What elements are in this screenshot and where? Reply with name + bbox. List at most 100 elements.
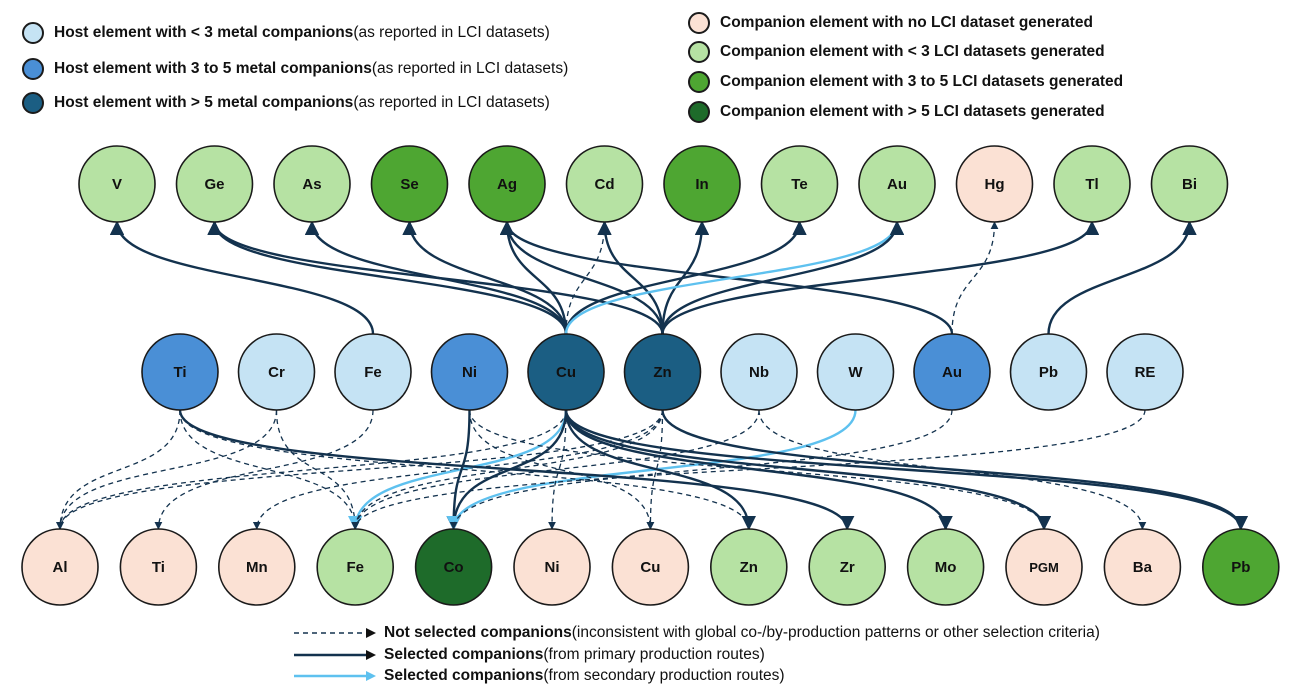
legend-companion-label: Companion element with > 5 LCI datasets … [720, 103, 1105, 120]
node-circle [141, 333, 219, 411]
top-companion-node-v: V [78, 145, 156, 223]
node-circle [414, 528, 493, 606]
bottom-companion-node-pgm: PGM [1005, 528, 1083, 606]
bottom-companion-node-pb: Pb [1202, 528, 1280, 606]
bottom-companion-node-zn: Zn [709, 528, 788, 606]
node-label: Ti [152, 559, 165, 576]
node-circle [906, 528, 985, 606]
node-circle [78, 145, 156, 223]
node-circle [217, 528, 296, 606]
edge-m-Cu-to-b-Zn [564, 409, 756, 531]
node-circle [760, 145, 839, 223]
edge-m-Zn-to-b-Al [56, 409, 664, 530]
bottom-companion-node-zr: Zr [808, 528, 887, 606]
top-companion-node-ag: Ag [468, 145, 546, 223]
edge-m-Cu-to-t-Cd [565, 221, 609, 335]
top-companion-node-se: Se [370, 145, 449, 223]
edge-m-Cu-to-t-As [304, 220, 568, 335]
legend-companion-item: Companion element with > 5 LCI datasets … [688, 101, 1105, 123]
node-label: Au [942, 364, 962, 381]
legend-companion-label: Companion element with 3 to 5 LCI datase… [720, 73, 1124, 90]
node-circle [237, 333, 316, 411]
node-label: Zr [840, 559, 855, 576]
edges-layer [56, 220, 1248, 531]
top-companion-node-hg: Hg [955, 145, 1034, 223]
top-companion-node-in: In [663, 145, 741, 223]
node-circle [175, 145, 254, 223]
host-node-ni: Ni [430, 333, 509, 411]
legend-host-item: Host element with > 5 metal companions (… [22, 92, 550, 114]
node-label: Se [400, 176, 418, 193]
edge-m-Au-to-t-Hg [951, 221, 999, 335]
edge-m-Cu-to-t-Se [402, 220, 568, 335]
legend-swatch [688, 71, 710, 93]
node-circle [858, 145, 936, 223]
edge-m-Zn-to-b-Cu [646, 409, 664, 530]
bottom-companion-node-ba: Ba [1103, 528, 1182, 606]
node-circle [611, 528, 690, 606]
bottom-companion-node-al: Al [21, 528, 99, 606]
node-label: Te [791, 176, 807, 193]
node-circle [273, 145, 351, 223]
node-label: Fe [364, 364, 382, 381]
node-circle [430, 333, 509, 411]
top-companion-node-ge: Ge [175, 145, 254, 223]
edge-m-RE-to-b-Fe [351, 409, 1146, 530]
legend-line-note: (from secondary production routes) [543, 667, 785, 684]
edge-m-Fe-to-t-V [109, 220, 375, 335]
legend-line-item: Selected companions (from primary produc… [292, 646, 765, 664]
node-circle [1106, 333, 1184, 411]
edge-m-Cr-to-b-Fe [275, 409, 360, 530]
node-circle [1202, 528, 1280, 606]
node-label: Zn [653, 364, 671, 381]
edge-m-Cu-to-t-Te [564, 220, 807, 335]
legend-host-label: Host element with 3 to 5 metal companion… [54, 60, 372, 77]
legend-companion-label: Companion element with < 3 LCI datasets … [720, 43, 1105, 60]
node-label: In [695, 176, 708, 193]
edge-m-Pb-to-t-Bi [1047, 220, 1197, 335]
legend-line-item: Not selected companions (inconsistent wi… [292, 624, 1100, 642]
node-label: Zn [740, 559, 758, 576]
node-label: Fe [346, 559, 364, 576]
legend-line-label: Selected companions [384, 667, 544, 684]
legend-swatch [22, 22, 44, 44]
legend-swatch [688, 101, 710, 123]
node-circle [21, 528, 99, 606]
legend-swatch [688, 41, 710, 63]
node-circle [1009, 333, 1088, 411]
node-label: Bi [1182, 176, 1197, 193]
node-label: Co [444, 559, 464, 576]
legend-line-note: (inconsistent with global co-/by-product… [571, 624, 1100, 641]
node-label: Hg [985, 176, 1005, 193]
edge-m-Zn-to-t-Ag [499, 220, 664, 335]
edge-m-Ni-to-b-Cu [468, 409, 655, 530]
node-label: Pb [1039, 364, 1058, 381]
legend-line-note: (from primary production routes) [543, 646, 765, 663]
node-label: W [848, 364, 863, 381]
legend-host-item: Host element with < 3 metal companions (… [22, 22, 550, 44]
node-circle [513, 528, 591, 606]
host-node-au: Au [913, 333, 991, 411]
top-companion-node-tl: Tl [1053, 145, 1131, 223]
edge-m-Au-to-b-Co [449, 409, 953, 530]
edge-m-Cu-to-b-PGM [564, 409, 1052, 531]
node-circle [316, 528, 395, 606]
solid-dark-arrow-icon [294, 650, 376, 660]
node-label: Ni [462, 364, 477, 381]
legend-swatch [22, 92, 44, 114]
node-circle [808, 528, 887, 606]
bottom-companion-node-fe: Fe [316, 528, 395, 606]
edge-m-Zn-to-t-Au [661, 220, 905, 335]
node-circle [1005, 528, 1083, 606]
edge-m-Cu-to-t-Au [564, 220, 905, 335]
host-node-re: RE [1106, 333, 1184, 411]
top-companion-node-cd: Cd [565, 145, 644, 223]
legend-swatch [22, 58, 44, 80]
legend-host-note: (as reported in LCI datasets) [353, 94, 550, 111]
edge-m-Ti-to-b-Al [56, 409, 181, 530]
node-circle [1053, 145, 1131, 223]
node-circle [623, 333, 702, 411]
node-label: Mo [935, 559, 957, 576]
legend-line-label: Not selected companions [384, 624, 572, 641]
host-node-nb: Nb [720, 333, 798, 411]
